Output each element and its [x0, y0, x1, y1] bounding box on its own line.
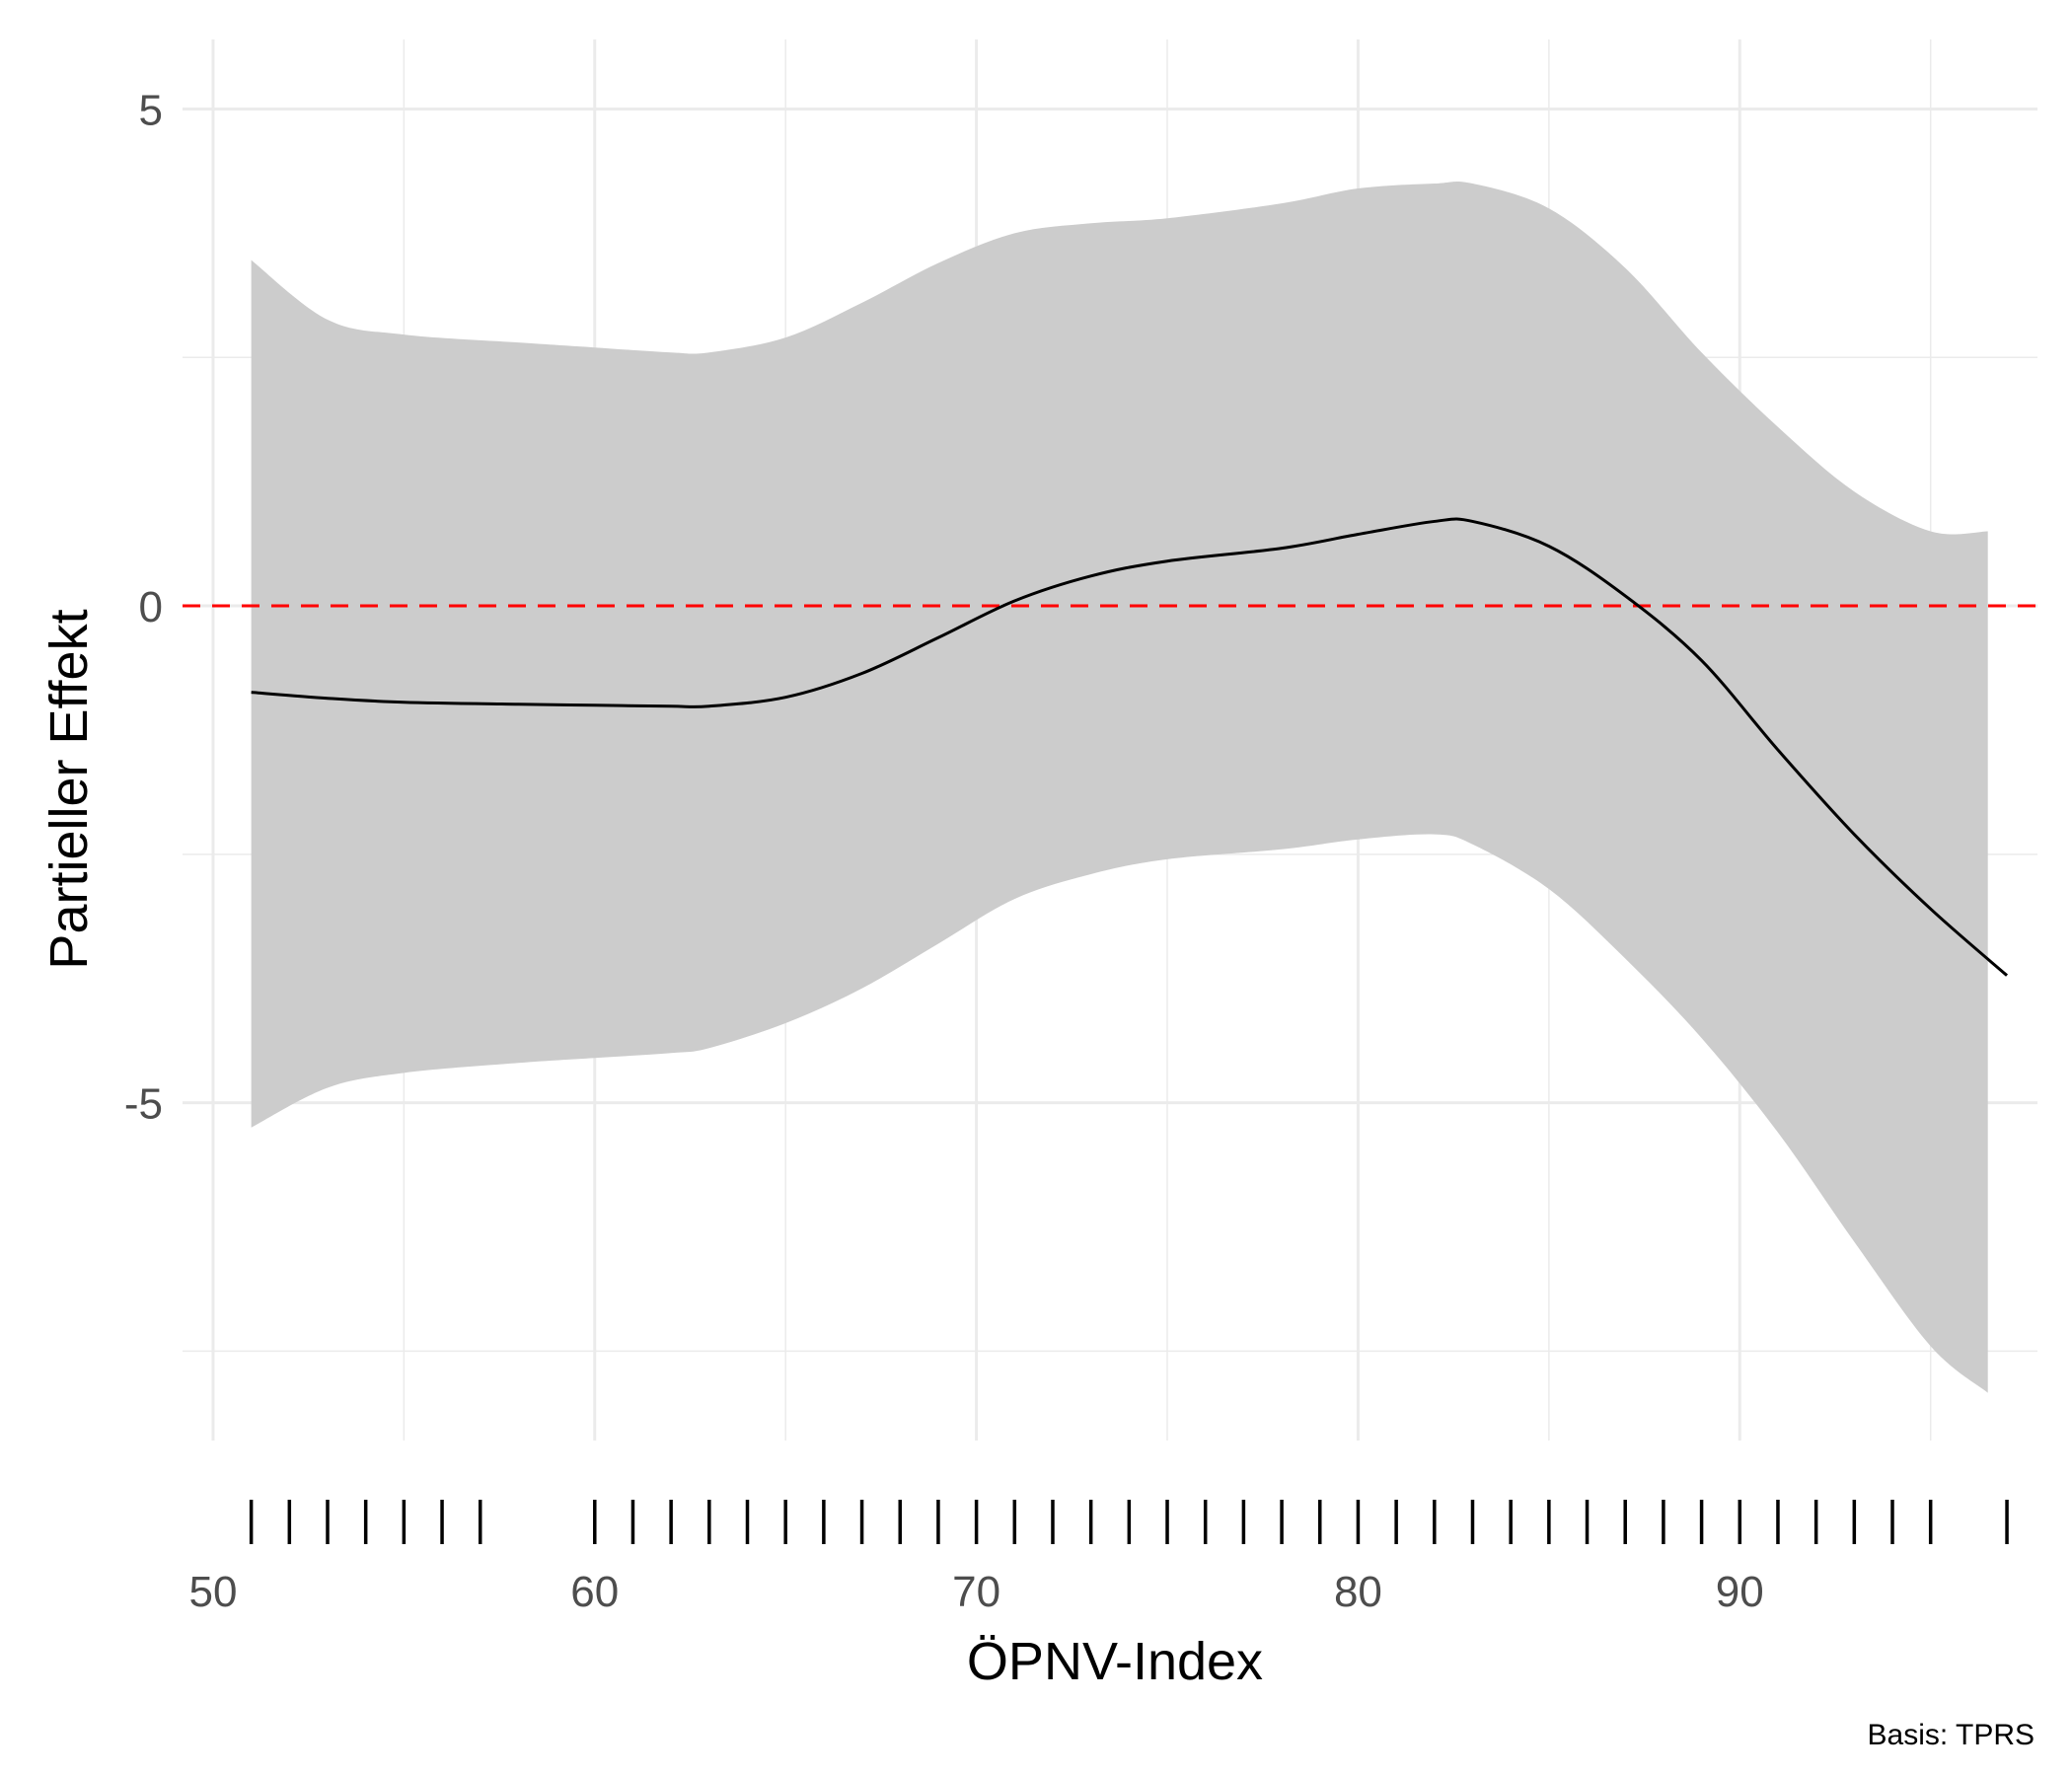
y-tick-labels: -5 0 5 [124, 86, 163, 1128]
y-axis-title: Partieller Effekt [39, 609, 99, 969]
partial-effect-line [251, 517, 2009, 977]
confidence-band-layer [251, 181, 1988, 1393]
x-axis-title: ÖPNV-Index [967, 1632, 1263, 1691]
y-tick-label: 0 [139, 583, 163, 631]
x-tick-label: 90 [1716, 1568, 1764, 1616]
rug-marks [249, 1500, 2009, 1544]
y-tick-label: -5 [124, 1080, 163, 1129]
x-tick-label: 60 [570, 1568, 619, 1616]
caption: Basis: TPRS [1868, 1719, 2035, 1751]
confidence-band [251, 181, 1988, 1393]
x-tick-label: 50 [188, 1568, 237, 1616]
x-tick-label: 70 [952, 1568, 1000, 1616]
smooth-line-layer [251, 517, 2009, 977]
x-tick-label: 80 [1334, 1568, 1382, 1616]
x-tick-labels: 50 60 70 80 90 [188, 1568, 1763, 1616]
y-tick-label: 5 [139, 86, 163, 134]
